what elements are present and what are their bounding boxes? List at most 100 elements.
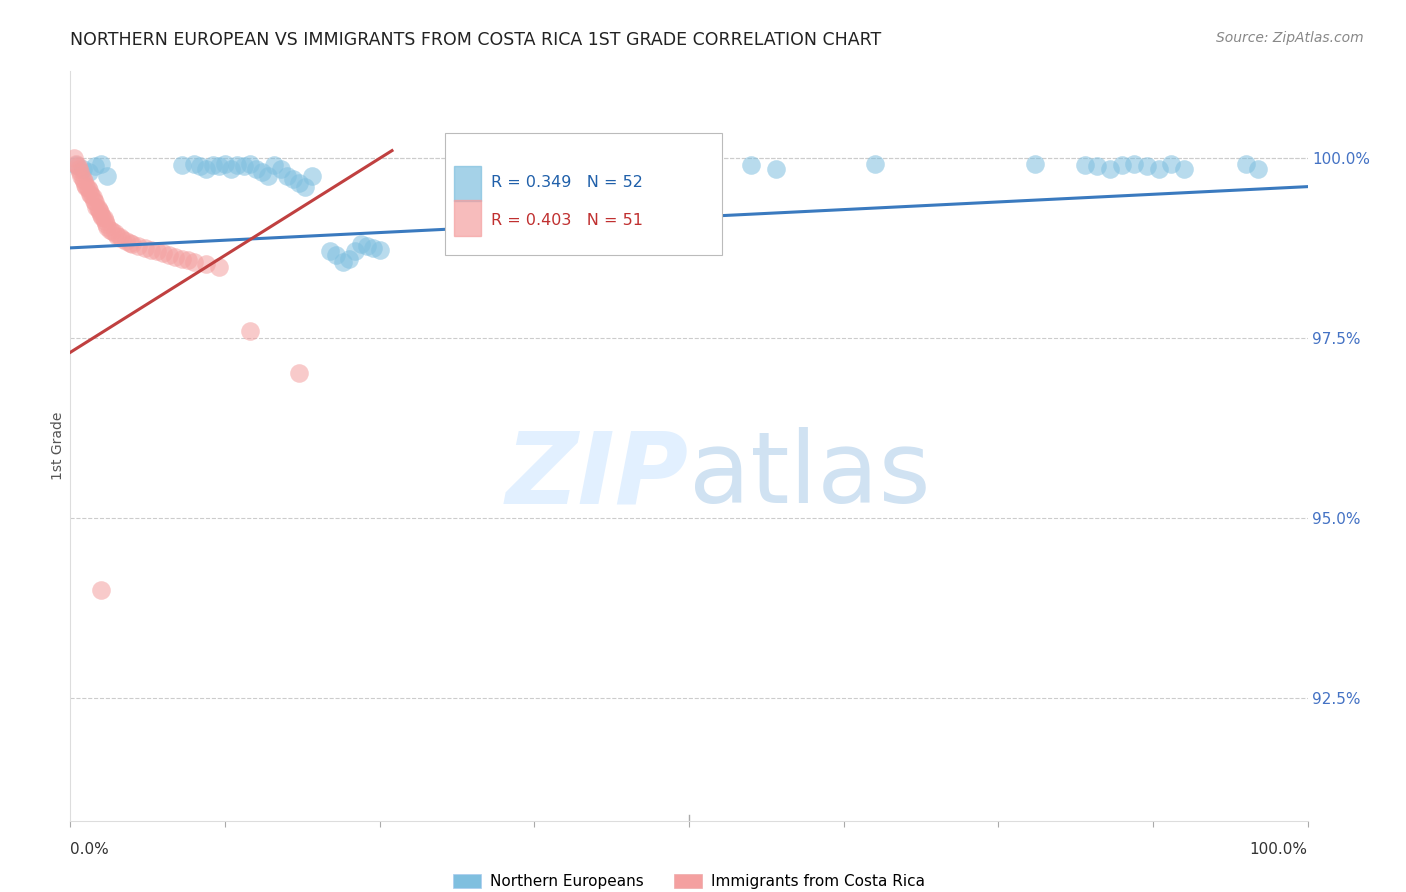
- Point: [188, 160, 211, 174]
- Point: [96, 169, 118, 183]
- Point: [170, 158, 193, 172]
- Point: [75, 179, 97, 194]
- Point: [239, 324, 262, 338]
- Point: [183, 156, 205, 170]
- FancyBboxPatch shape: [446, 133, 723, 255]
- Point: [350, 237, 373, 252]
- Point: [740, 158, 762, 172]
- Point: [294, 179, 316, 194]
- Point: [76, 181, 98, 195]
- Point: [127, 238, 149, 252]
- Point: [111, 231, 134, 245]
- Point: [1123, 156, 1146, 170]
- Point: [208, 160, 231, 174]
- Point: [90, 156, 112, 170]
- Point: [66, 160, 89, 174]
- Point: [288, 176, 311, 190]
- Point: [72, 161, 94, 176]
- Point: [93, 211, 115, 226]
- Point: [1147, 161, 1170, 176]
- Legend: Northern Europeans, Immigrants from Costa Rica: Northern Europeans, Immigrants from Cost…: [447, 868, 931, 892]
- Point: [75, 178, 97, 193]
- Point: [368, 243, 391, 257]
- Point: [195, 257, 218, 271]
- Point: [165, 250, 187, 264]
- Point: [83, 194, 105, 208]
- Point: [72, 172, 94, 186]
- Point: [1160, 156, 1182, 170]
- Point: [79, 186, 101, 201]
- Point: [301, 169, 323, 183]
- Point: [101, 224, 124, 238]
- Point: [270, 161, 292, 176]
- Point: [96, 217, 118, 231]
- Point: [332, 255, 354, 269]
- Point: [863, 156, 886, 170]
- Point: [67, 161, 90, 176]
- Point: [250, 165, 273, 179]
- Point: [84, 160, 107, 174]
- Point: [90, 209, 112, 223]
- Point: [356, 238, 378, 252]
- Point: [456, 179, 478, 194]
- Text: atlas: atlas: [689, 427, 931, 524]
- Point: [1098, 161, 1121, 176]
- Point: [90, 583, 112, 598]
- Point: [121, 237, 143, 252]
- Point: [337, 252, 360, 266]
- Point: [115, 234, 138, 248]
- Point: [157, 248, 180, 262]
- Text: ZIP: ZIP: [506, 427, 689, 524]
- Point: [177, 253, 200, 268]
- Text: 0.0%: 0.0%: [70, 842, 110, 857]
- Point: [139, 243, 162, 257]
- Point: [325, 248, 347, 262]
- Point: [63, 151, 86, 165]
- Point: [319, 244, 342, 259]
- Point: [343, 244, 366, 259]
- Text: 100.0%: 100.0%: [1250, 842, 1308, 857]
- Point: [214, 156, 236, 170]
- Point: [1111, 158, 1133, 172]
- Text: Source: ZipAtlas.com: Source: ZipAtlas.com: [1216, 31, 1364, 45]
- Point: [1074, 158, 1097, 172]
- Point: [245, 161, 267, 176]
- Point: [146, 244, 169, 259]
- Point: [257, 169, 280, 183]
- Point: [77, 165, 100, 179]
- Point: [118, 235, 141, 250]
- Point: [1024, 156, 1046, 170]
- Point: [1136, 160, 1159, 174]
- Point: [89, 204, 111, 219]
- Point: [219, 161, 242, 176]
- Point: [363, 241, 385, 255]
- Point: [80, 188, 103, 202]
- FancyBboxPatch shape: [454, 166, 481, 202]
- Point: [288, 366, 311, 380]
- Point: [1247, 161, 1270, 176]
- Point: [70, 169, 93, 183]
- Point: [263, 158, 285, 172]
- Point: [1173, 161, 1195, 176]
- Point: [1234, 156, 1257, 170]
- Point: [65, 158, 87, 172]
- Text: R = 0.403   N = 51: R = 0.403 N = 51: [491, 212, 643, 227]
- Point: [82, 190, 104, 204]
- Point: [77, 183, 100, 197]
- Point: [73, 174, 96, 188]
- Point: [226, 158, 249, 172]
- Point: [87, 202, 110, 217]
- Point: [94, 214, 117, 228]
- Point: [134, 241, 156, 255]
- Point: [84, 200, 107, 214]
- Point: [208, 260, 231, 275]
- Point: [108, 230, 131, 244]
- Point: [183, 255, 205, 269]
- Point: [239, 156, 262, 170]
- Point: [152, 246, 174, 260]
- FancyBboxPatch shape: [454, 201, 481, 236]
- Text: R = 0.349   N = 52: R = 0.349 N = 52: [491, 175, 643, 190]
- Point: [765, 161, 787, 176]
- Point: [91, 210, 114, 224]
- Point: [69, 165, 91, 179]
